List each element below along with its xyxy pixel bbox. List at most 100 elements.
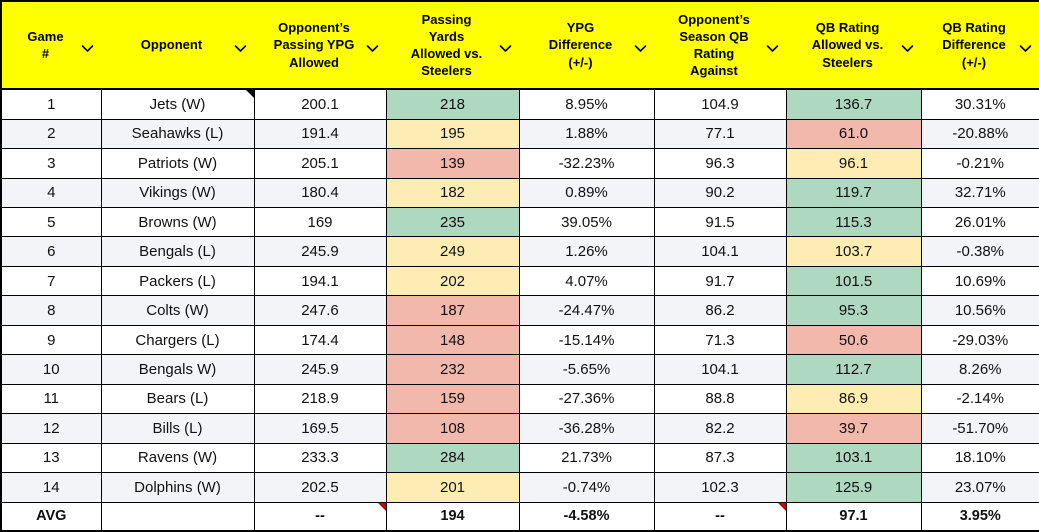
cell-qb_diff[interactable]: -51.70% bbox=[920, 413, 1039, 444]
cell-qb_allowed[interactable]: 112.7 bbox=[785, 354, 922, 385]
cell-pass_yards[interactable]: 202 bbox=[385, 265, 520, 297]
cell-game[interactable]: 14 bbox=[0, 472, 102, 503]
cell-opponent[interactable]: Ravens (W) bbox=[100, 442, 255, 474]
cell-ypg_diff[interactable]: -27.36% bbox=[518, 383, 655, 415]
cell-opponent[interactable]: Browns (W) bbox=[100, 206, 255, 238]
cell-pass_yards[interactable]: 284 bbox=[385, 442, 520, 474]
cell-ypg_allowed[interactable]: 247.6 bbox=[253, 295, 387, 326]
cell-ypg_diff[interactable]: -15.14% bbox=[518, 324, 655, 356]
cell-pass_yards[interactable]: 195 bbox=[385, 118, 520, 150]
cell-qb_allowed[interactable]: 95.3 bbox=[785, 295, 922, 326]
cell-qb_allowed[interactable]: 119.7 bbox=[785, 177, 922, 208]
cell-ypg_allowed[interactable]: 218.9 bbox=[253, 383, 387, 415]
cell-qb_allowed[interactable]: 101.5 bbox=[785, 265, 922, 297]
column-header-qb_rating_against[interactable]: Opponent’s Season QB Rating Against bbox=[654, 1, 786, 90]
filter-chevron-down-icon[interactable] bbox=[766, 41, 779, 52]
cell-game[interactable]: 8 bbox=[0, 295, 102, 326]
cell-qb_diff[interactable]: -2.14% bbox=[920, 383, 1039, 415]
cell-opponent[interactable]: Dolphins (W) bbox=[100, 472, 255, 503]
cell-pass_yards[interactable]: 201 bbox=[385, 472, 520, 503]
cell-qb_allowed[interactable]: 50.6 bbox=[785, 324, 922, 356]
cell-ypg_allowed[interactable]: 202.5 bbox=[253, 472, 387, 503]
cell-pass_yards[interactable]: 235 bbox=[385, 206, 520, 238]
filter-chevron-down-icon[interactable] bbox=[366, 41, 379, 52]
cell-qb_diff[interactable]: -20.88% bbox=[920, 118, 1039, 150]
cell-opponent[interactable]: Bengals (L) bbox=[100, 236, 255, 267]
cell-opponent[interactable]: Jets (W) bbox=[100, 88, 255, 120]
cell-qb_diff[interactable]: 8.26% bbox=[920, 354, 1039, 385]
cell-qb_rating_against[interactable]: 71.3 bbox=[653, 324, 787, 356]
cell-qb_allowed[interactable]: 103.7 bbox=[785, 236, 922, 267]
cell-qb_rating_against[interactable]: 104.1 bbox=[653, 236, 787, 267]
cell-game[interactable]: 11 bbox=[0, 383, 102, 415]
cell-qb_diff[interactable]: 18.10% bbox=[920, 442, 1039, 474]
column-header-game[interactable]: Game # bbox=[1, 1, 101, 90]
cell-qb_allowed[interactable]: 96.1 bbox=[785, 148, 922, 179]
cell-qb_allowed[interactable]: 86.9 bbox=[785, 383, 922, 415]
cell-ypg_diff[interactable]: 39.05% bbox=[518, 206, 655, 238]
cell-ypg_diff[interactable]: -5.65% bbox=[518, 354, 655, 385]
cell-ypg_allowed[interactable]: 180.4 bbox=[253, 177, 387, 208]
cell-pass_yards[interactable]: 159 bbox=[385, 383, 520, 415]
cell-qb_allowed[interactable]: 136.7 bbox=[785, 88, 922, 120]
cell-qb_diff[interactable]: 23.07% bbox=[920, 472, 1039, 503]
cell-qb_diff[interactable]: 30.31% bbox=[920, 88, 1039, 120]
cell-ypg_allowed[interactable]: 169.5 bbox=[253, 413, 387, 444]
cell-ypg_diff[interactable]: 0.89% bbox=[518, 177, 655, 208]
cell-qb_rating_against[interactable]: 91.7 bbox=[653, 265, 787, 297]
cell-qb_diff[interactable]: 26.01% bbox=[920, 206, 1039, 238]
cell-game[interactable]: 4 bbox=[0, 177, 102, 208]
cell-game[interactable]: 13 bbox=[0, 442, 102, 474]
cell-ypg_diff[interactable]: -4.58% bbox=[518, 501, 655, 532]
cell-pass_yards[interactable]: 139 bbox=[385, 148, 520, 179]
cell-ypg_diff[interactable]: -36.28% bbox=[518, 413, 655, 444]
cell-qb_rating_against[interactable]: 104.9 bbox=[653, 88, 787, 120]
cell-ypg_allowed[interactable]: 245.9 bbox=[253, 354, 387, 385]
cell-opponent[interactable]: Bengals W) bbox=[100, 354, 255, 385]
cell-qb_diff[interactable]: 10.56% bbox=[920, 295, 1039, 326]
cell-pass_yards[interactable]: 182 bbox=[385, 177, 520, 208]
cell-ypg_allowed[interactable]: -- bbox=[253, 501, 387, 532]
cell-ypg_allowed[interactable]: 233.3 bbox=[253, 442, 387, 474]
cell-ypg_diff[interactable]: 1.26% bbox=[518, 236, 655, 267]
filter-chevron-down-icon[interactable] bbox=[81, 41, 94, 52]
cell-pass_yards[interactable]: 194 bbox=[385, 501, 520, 532]
cell-qb_rating_against[interactable]: 104.1 bbox=[653, 354, 787, 385]
cell-ypg_diff[interactable]: -24.47% bbox=[518, 295, 655, 326]
cell-ypg_allowed[interactable]: 174.4 bbox=[253, 324, 387, 356]
cell-opponent[interactable]: Vikings (W) bbox=[100, 177, 255, 208]
cell-opponent[interactable]: Colts (W) bbox=[100, 295, 255, 326]
cell-qb_rating_against[interactable]: 96.3 bbox=[653, 148, 787, 179]
cell-qb_diff[interactable]: -0.21% bbox=[920, 148, 1039, 179]
column-header-qb_diff[interactable]: QB Rating Difference (+/-) bbox=[921, 1, 1039, 90]
cell-qb_allowed[interactable]: 97.1 bbox=[785, 501, 922, 532]
filter-chevron-down-icon[interactable] bbox=[634, 41, 647, 52]
cell-game[interactable]: 10 bbox=[0, 354, 102, 385]
cell-qb_allowed[interactable]: 103.1 bbox=[785, 442, 922, 474]
cell-qb_rating_against[interactable]: 82.2 bbox=[653, 413, 787, 444]
cell-qb_allowed[interactable]: 115.3 bbox=[785, 206, 922, 238]
cell-qb_allowed[interactable]: 125.9 bbox=[785, 472, 922, 503]
cell-pass_yards[interactable]: 249 bbox=[385, 236, 520, 267]
cell-opponent[interactable]: Packers (L) bbox=[100, 265, 255, 297]
cell-qb_rating_against[interactable]: -- bbox=[653, 501, 787, 532]
cell-game[interactable]: 12 bbox=[0, 413, 102, 444]
cell-game[interactable]: 5 bbox=[0, 206, 102, 238]
cell-qb_diff[interactable]: -29.03% bbox=[920, 324, 1039, 356]
cell-game[interactable]: 9 bbox=[0, 324, 102, 356]
column-header-ypg_diff[interactable]: YPG Difference (+/-) bbox=[519, 1, 654, 90]
cell-opponent[interactable]: Seahawks (L) bbox=[100, 118, 255, 150]
cell-ypg_allowed[interactable]: 245.9 bbox=[253, 236, 387, 267]
cell-game[interactable]: 3 bbox=[0, 148, 102, 179]
cell-qb_allowed[interactable]: 39.7 bbox=[785, 413, 922, 444]
cell-qb_diff[interactable]: 32.71% bbox=[920, 177, 1039, 208]
column-header-ypg_allowed[interactable]: Opponent’s Passing YPG Allowed bbox=[254, 1, 386, 90]
cell-opponent[interactable]: Chargers (L) bbox=[100, 324, 255, 356]
cell-qb_rating_against[interactable]: 90.2 bbox=[653, 177, 787, 208]
cell-ypg_diff[interactable]: -32.23% bbox=[518, 148, 655, 179]
cell-opponent[interactable]: Patriots (W) bbox=[100, 148, 255, 179]
cell-ypg_allowed[interactable]: 194.1 bbox=[253, 265, 387, 297]
cell-game[interactable]: AVG bbox=[0, 501, 102, 532]
cell-qb_diff[interactable]: 3.95% bbox=[920, 501, 1039, 532]
cell-ypg_diff[interactable]: 1.88% bbox=[518, 118, 655, 150]
